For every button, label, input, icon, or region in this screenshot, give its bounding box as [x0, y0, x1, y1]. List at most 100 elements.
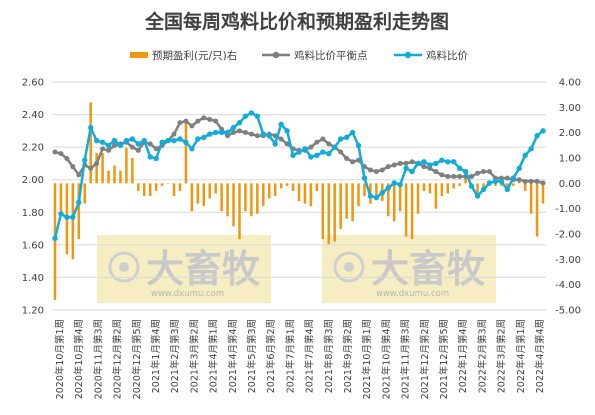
y-right-tick-label: 1.00: [559, 154, 581, 165]
profit-bar: [89, 102, 92, 184]
profit-bar: [83, 183, 86, 204]
ratio-point: [141, 137, 147, 144]
breakeven-point: [177, 120, 183, 126]
profit-bar: [446, 183, 450, 194]
breakeven-point: [314, 139, 320, 145]
y-right-tick-label: 3.00: [559, 103, 581, 114]
x-tick-label: 2021年1月第4周: [150, 319, 162, 393]
ratio-point: [421, 159, 427, 165]
breakeven-point: [379, 167, 385, 173]
profit-bar: [184, 120, 188, 184]
ratio-point: [183, 139, 189, 145]
breakeven-point: [135, 147, 141, 153]
profit-bar: [250, 183, 253, 217]
profit-bar: [309, 183, 313, 207]
profit-bar: [398, 183, 402, 212]
ratio-point: [516, 165, 522, 172]
x-tick-label: 2021年6月第2周: [265, 319, 277, 393]
ratio-point: [397, 181, 403, 188]
breakeven-point: [183, 118, 189, 124]
profit-bar: [178, 183, 182, 191]
breakeven-point: [147, 141, 153, 147]
ratio-point: [171, 137, 177, 144]
breakeven-point: [320, 136, 326, 142]
ratio-point: [320, 149, 326, 155]
profit-bar: [267, 183, 271, 199]
profit-bar: [238, 183, 241, 240]
profit-bar: [387, 183, 390, 217]
y-left-tick-label: 1.80: [22, 208, 44, 219]
y-left-tick-label: 1.60: [22, 240, 44, 251]
ratio-point: [117, 142, 124, 149]
ratio-point: [403, 165, 409, 172]
breakeven-point: [528, 178, 534, 184]
y-left-tick-label: 2.00: [22, 175, 44, 186]
x-tick-label: 2021年12月第5周: [438, 319, 450, 399]
breakeven-point: [409, 159, 415, 165]
breakeven-point: [481, 169, 487, 175]
legend: 预期盈利(元/只)右 鸡料比价平衡点 鸡料比价: [130, 49, 468, 62]
ratio-point: [451, 159, 457, 165]
breakeven-point: [433, 169, 439, 175]
breakeven-point: [189, 123, 195, 129]
profit-bar: [440, 183, 444, 196]
profit-bar: [214, 183, 217, 194]
profit-bar: [172, 183, 176, 196]
ratio-point: [480, 186, 487, 193]
breakeven-point: [64, 156, 70, 162]
y-right-tick-label: -2.00: [555, 230, 581, 241]
x-tick-label: 2022年3月第2周: [496, 319, 508, 393]
breakeven-point: [129, 144, 135, 150]
y-right-tick-label: 0.00: [559, 179, 581, 190]
breakeven-point: [516, 177, 522, 183]
profit-bar: [523, 183, 527, 191]
watermark-url: www.dxumu.com: [376, 289, 449, 299]
profit-bar: [208, 183, 211, 199]
profit-bar: [244, 183, 247, 212]
breakeven-point: [106, 147, 112, 153]
breakeven-point: [201, 115, 207, 121]
breakeven-point: [111, 143, 117, 149]
profit-bar: [416, 183, 420, 214]
profit-bar: [232, 183, 235, 227]
x-tick-label: 2021年8月第3周: [323, 319, 335, 393]
profit-bar: [512, 183, 515, 186]
ratio-point: [326, 150, 332, 157]
ratio-point: [99, 139, 106, 145]
x-tick-label: 2020年10月第4周: [73, 319, 85, 399]
legend-marker-ratio: [404, 51, 412, 59]
x-tick-label: 2021年3月第2周: [188, 319, 200, 393]
ratio-point: [266, 133, 272, 139]
y-right-tick-label: -3.00: [555, 255, 581, 266]
breakeven-point: [457, 173, 463, 179]
watermark-logo-icon: [333, 251, 365, 283]
legend-swatch-profit: [130, 52, 148, 58]
ratio-point: [105, 142, 112, 149]
profit-bar: [321, 183, 325, 240]
profit-bar: [303, 183, 307, 204]
profit-bar: [101, 152, 104, 184]
y-right-tick-label: 4.00: [559, 78, 581, 89]
profit-bar: [190, 183, 194, 212]
breakeven-point: [248, 131, 254, 137]
breakeven-point: [70, 164, 76, 170]
ratio-point: [534, 133, 540, 139]
y-left-tick-label: 2.60: [22, 78, 44, 89]
ratio-point: [230, 124, 237, 131]
ratio-point: [278, 121, 284, 128]
ratio-point: [415, 160, 421, 167]
profit-bar: [53, 183, 57, 300]
profit-bar: [351, 183, 354, 222]
ratio-point: [462, 168, 469, 175]
ratio-point: [242, 113, 249, 119]
ratio-point: [445, 159, 451, 165]
breakeven-point: [403, 160, 409, 166]
x-tick-label: 2021年9月第2周: [342, 319, 354, 393]
breakeven-point: [540, 180, 546, 186]
x-tick-label: 2022年2月第3周: [476, 319, 488, 393]
breakeven-point: [486, 169, 492, 175]
ratio-point: [153, 155, 159, 162]
profit-bar: [279, 183, 283, 189]
profit-bar: [291, 183, 295, 191]
